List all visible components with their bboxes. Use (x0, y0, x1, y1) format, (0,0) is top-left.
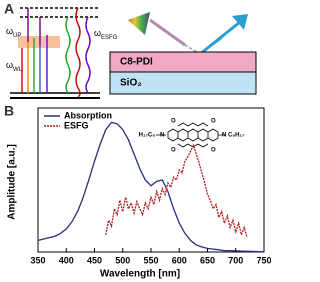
atom-label: O (171, 148, 176, 154)
substrate-layer (109, 71, 257, 95)
x-tick-label: 750 (256, 255, 271, 265)
y-axis-title: Amplitude [a.u.] (7, 144, 18, 220)
substrate-label: SiO₂ (120, 78, 142, 89)
x-tick-label: 650 (200, 255, 215, 265)
x-tick-label: 550 (143, 255, 158, 265)
series-line (37, 121, 265, 253)
x-tick-label: 400 (59, 255, 74, 265)
omega-esfg: ωESFG (94, 28, 118, 40)
energy-diagram (10, 7, 100, 99)
molecule (156, 122, 226, 148)
chain-label: H₁₇C₈ (139, 133, 156, 139)
panel-label: A (4, 1, 14, 17)
atom-label: N (222, 133, 226, 139)
atom-label: O (211, 148, 216, 154)
x-tick-label: 500 (115, 255, 130, 265)
film-label: C8-PDI (120, 57, 153, 68)
atom-label: O (171, 119, 176, 125)
atom-label: O (211, 119, 216, 125)
omega-up: ωUP (6, 26, 21, 38)
x-tick-label: 700 (228, 255, 243, 265)
series-line (105, 143, 248, 238)
x-tick-label: 350 (30, 255, 45, 265)
beam-geometry (128, 12, 248, 56)
x-tick-label: 450 (87, 255, 102, 265)
chain-label: C₈H₁₇ (228, 133, 245, 139)
legend-label: ESFG (64, 120, 89, 130)
x-axis-title: Wavelength [nm] (100, 269, 180, 280)
figure: A ωUP ωWL ωESFG C8-PDI SiO₂ B O O O O N … (4, 1, 272, 280)
atom-label: N (160, 133, 164, 139)
x-tick-label: 600 (172, 255, 187, 265)
omega-wl: ωWL (6, 60, 23, 72)
panel-label: B (4, 103, 14, 119)
legend-label: Absorption (64, 110, 112, 120)
